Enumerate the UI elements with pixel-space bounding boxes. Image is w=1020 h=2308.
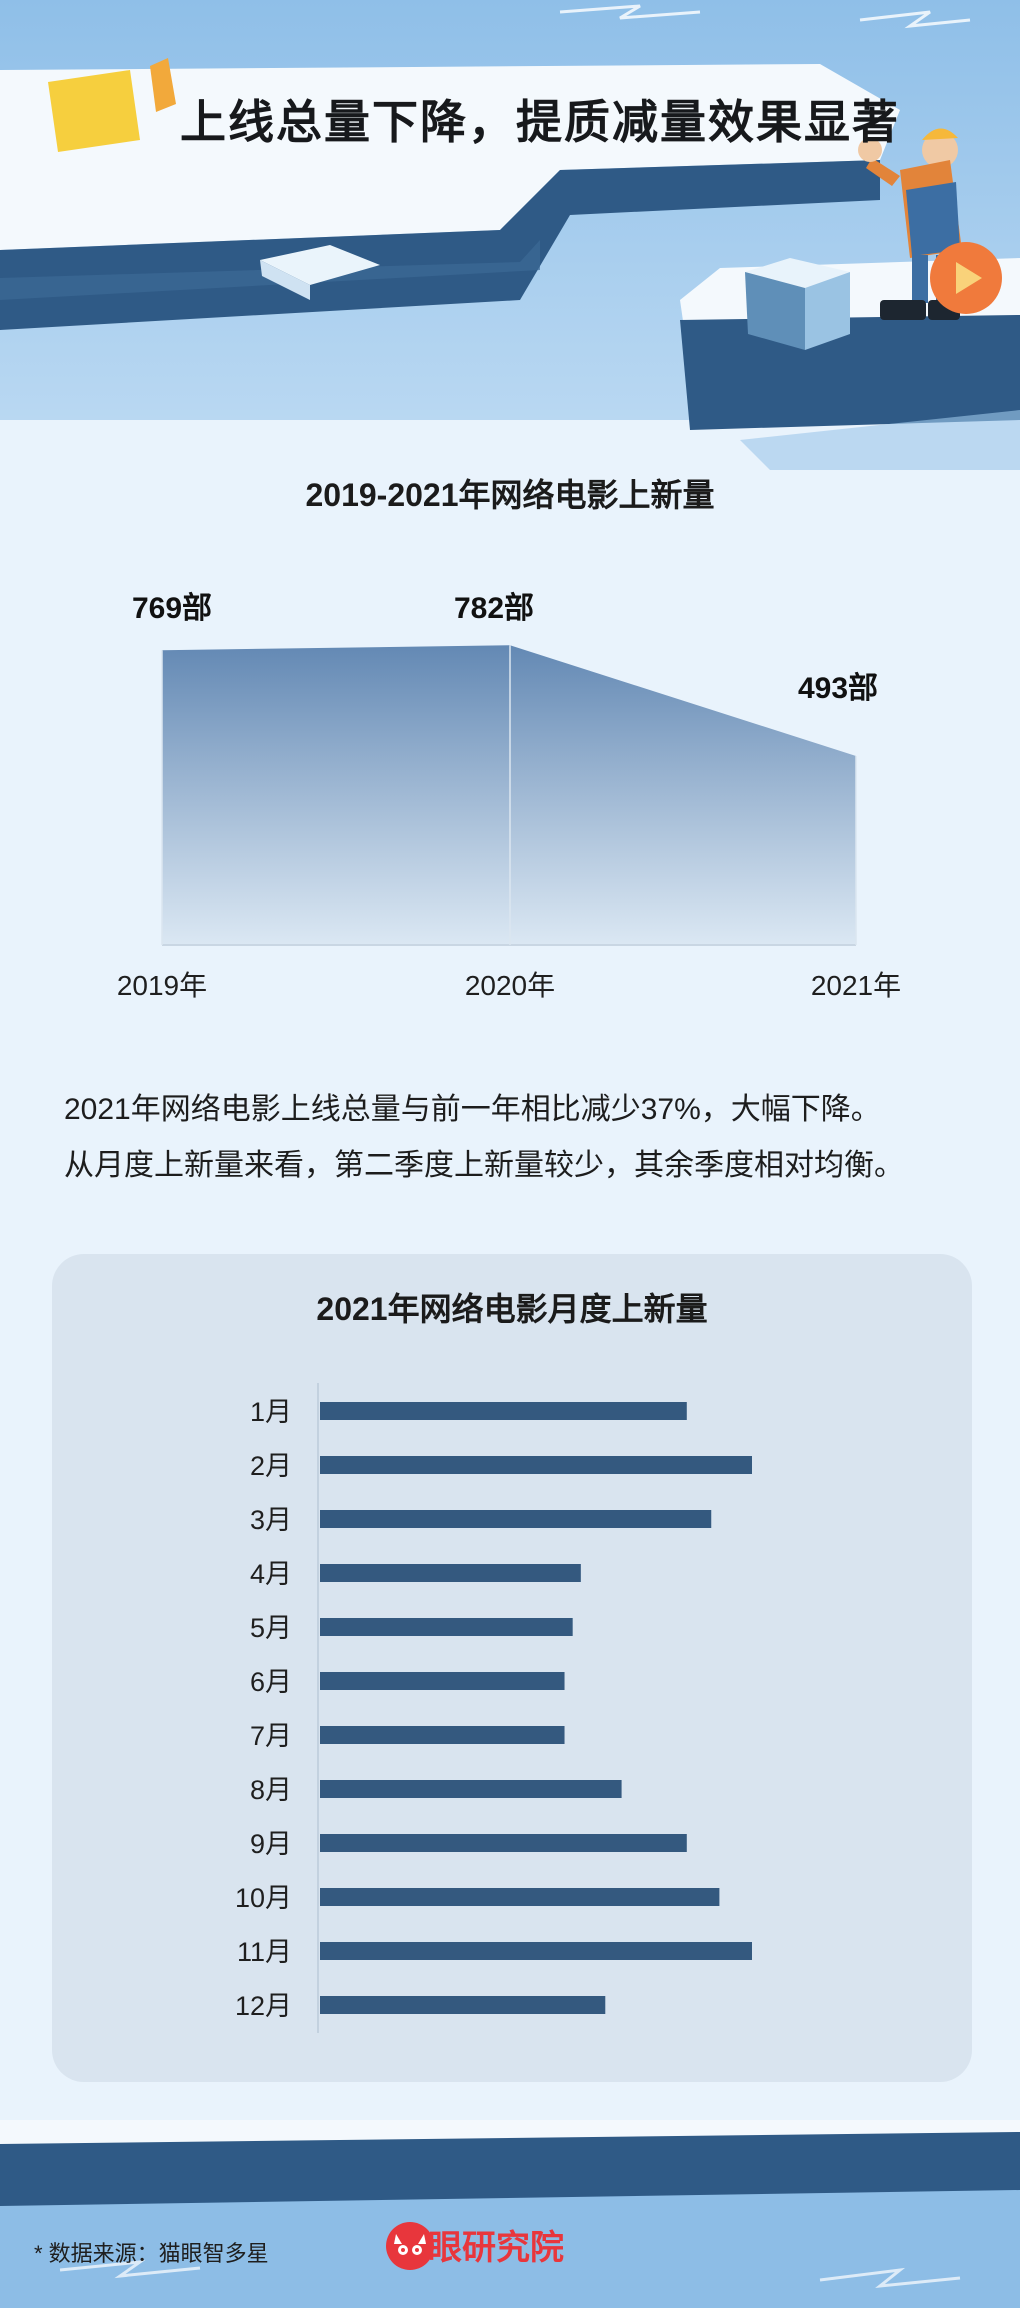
y-tick-label: 1月	[250, 1397, 292, 1427]
data-label: 493部	[798, 671, 878, 705]
y-tick-label: 9月	[250, 1829, 292, 1859]
y-tick-label: 12月	[235, 1991, 292, 2021]
header-banner: 上线总量下降，提质减量效果显著	[0, 0, 1020, 470]
monthly-bar-card: 1月 2月 3月 4月 5月 6月 7月 8月 9月 10月 11月 12月 2021年网络电影月度上…	[52, 1254, 972, 2082]
bar	[320, 1942, 752, 1960]
y-tick-label: 11月	[237, 1937, 292, 1967]
bar	[320, 1510, 712, 1528]
description-text: 2021年网络电影上线总量与前一年相比减少37%，大幅下降。 从月度上新量来看，…	[64, 1082, 984, 1194]
area-chart-title: 2019-2021年网络电影上新量	[305, 477, 715, 513]
bar	[320, 1780, 622, 1798]
worker-figure	[858, 128, 1002, 320]
bar	[320, 1564, 581, 1582]
brand-logo: 猫眼研究院	[384, 2220, 564, 2270]
footer: * 数据来源：猫眼智多星 猫眼研究院	[0, 2120, 1020, 2308]
bar	[320, 1996, 606, 2014]
area-series-fill	[162, 645, 856, 945]
x-tick-label: 2020年	[465, 970, 555, 1001]
y-tick-label: 2月	[250, 1451, 292, 1481]
data-source-note: * 数据来源：猫眼智多星	[34, 2241, 269, 2266]
y-tick-label: 4月	[250, 1559, 292, 1589]
bar	[320, 1456, 752, 1474]
bar	[320, 1888, 720, 1906]
page-title: 上线总量下降，提质减量效果显著	[180, 96, 900, 148]
area-chart: 2019年 2020年 2021年 769部 782部 493部	[117, 591, 901, 1001]
x-tick-label: 2019年	[117, 970, 207, 1001]
x-tick-label: 2021年	[811, 970, 901, 1001]
y-tick-label: 6月	[250, 1667, 292, 1697]
y-tick-label: 8月	[250, 1775, 292, 1805]
data-label: 769部	[132, 591, 212, 625]
footer-ice-illustration	[0, 2120, 1020, 2308]
y-tick-label: 3月	[250, 1505, 292, 1535]
monthly-bar-chart: 1月 2月 3月 4月 5月 6月 7月 8月 9月 10月 11月 12月	[235, 1383, 752, 2033]
description-line-1: 2021年网络电影上线总量与前一年相比减少37%，大幅下降。	[64, 1093, 881, 1126]
y-tick-label: 5月	[250, 1613, 292, 1643]
ice-floe-illustration	[0, 0, 1020, 470]
cat-eye-logo-icon	[386, 2222, 434, 2270]
bar	[320, 1834, 687, 1852]
bar	[320, 1618, 573, 1636]
bar	[320, 1402, 687, 1420]
data-label: 782部	[454, 591, 534, 625]
bar	[320, 1726, 565, 1744]
y-tick-label: 10月	[235, 1883, 292, 1913]
bar	[320, 1672, 565, 1690]
bar-chart-title: 2021年网络电影月度上新量	[316, 1291, 708, 1327]
description-line-2: 从月度上新量来看，第二季度上新量较少，其余季度相对均衡。	[64, 1149, 904, 1182]
y-tick-label: 7月	[250, 1721, 292, 1751]
